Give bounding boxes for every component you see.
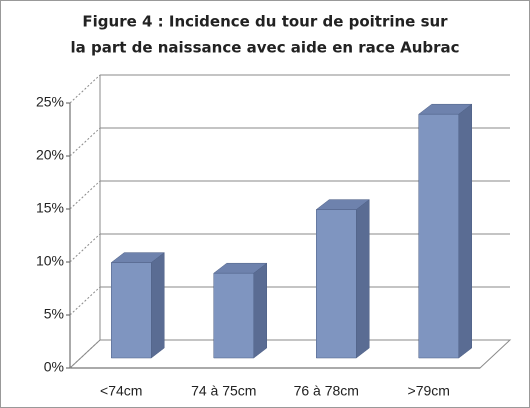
bar <box>213 262 268 359</box>
bar-side <box>356 199 370 359</box>
grid-line <box>69 233 101 263</box>
y-tick-label: 0% <box>44 359 64 375</box>
grid-line <box>69 127 101 157</box>
x-tick-label: <74cm <box>100 383 142 399</box>
bar-front <box>316 209 357 359</box>
bar <box>110 252 165 359</box>
bar-side <box>151 252 165 359</box>
y-tick-label: 5% <box>44 306 64 322</box>
bar-front <box>213 272 254 359</box>
y-tick-label: 25% <box>36 94 64 110</box>
bar <box>418 103 473 359</box>
grid-line <box>69 339 101 369</box>
x-tick-label: >79cm <box>408 383 450 399</box>
bar-front <box>111 262 152 359</box>
x-tick-label: 76 à 78cm <box>294 383 359 399</box>
bar-side <box>253 262 267 359</box>
bar <box>315 199 370 359</box>
x-tick-label: 74 à 75cm <box>191 383 256 399</box>
grid-line <box>69 180 101 210</box>
y-tick-label: 10% <box>36 253 64 269</box>
bar-side <box>458 103 472 359</box>
grid-line <box>69 286 101 316</box>
chart-title: la part de naissance avec aide en race A… <box>70 39 459 57</box>
grid-line <box>69 74 101 104</box>
y-tick-label: 15% <box>36 200 64 216</box>
y-tick-label: 20% <box>36 147 64 163</box>
bar-front <box>418 113 459 359</box>
chart-title: Figure 4 : Incidence du tour de poitrine… <box>82 13 448 31</box>
